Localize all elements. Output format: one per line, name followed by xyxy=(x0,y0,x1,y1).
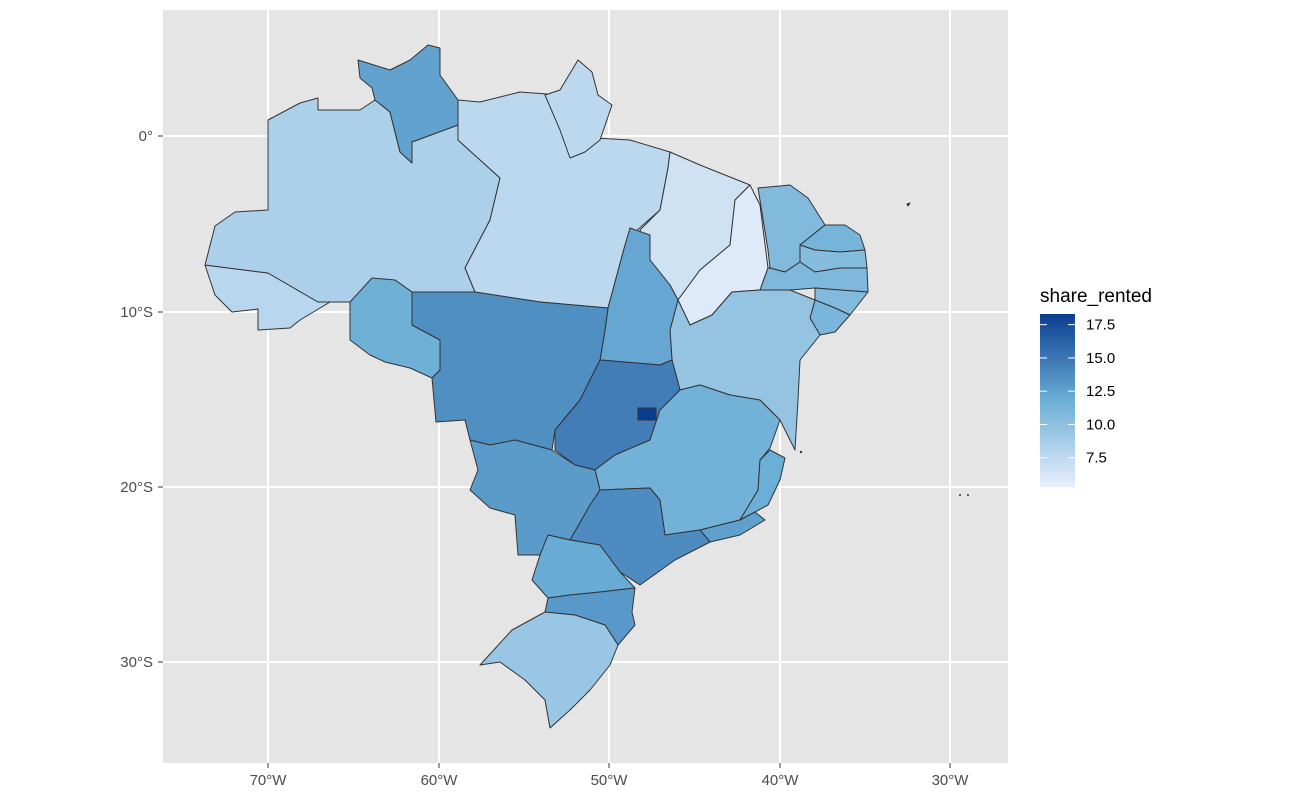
island-martim-vaz xyxy=(967,494,969,496)
y-tick-label: 30°S xyxy=(120,654,153,671)
x-tick-label: 70°W xyxy=(250,772,288,789)
x-tick-label: 60°W xyxy=(421,772,459,789)
y-axis-labels: 0° 10°S 20°S 30°S xyxy=(120,128,153,671)
legend-label: 15.0 xyxy=(1086,350,1115,367)
x-tick-label: 40°W xyxy=(762,772,800,789)
y-tick-label: 0° xyxy=(139,128,153,145)
island-trindade xyxy=(959,494,961,496)
x-tick-label: 30°W xyxy=(932,772,970,789)
legend-labels: 17.5 15.0 12.5 10.0 7.5 xyxy=(1086,317,1115,467)
x-tick-label: 50°W xyxy=(591,772,629,789)
legend-colorbar xyxy=(1040,314,1075,487)
legend-label: 7.5 xyxy=(1086,450,1107,467)
legend: share_rented 17.5 15.0 12.5 10.0 7.5 xyxy=(1040,286,1152,487)
legend-ticks xyxy=(1040,324,1075,459)
state-df xyxy=(637,407,657,421)
state-ap xyxy=(544,59,613,159)
x-axis-labels: 70°W 60°W 50°W 40°W 30°W xyxy=(250,772,970,789)
legend-label: 12.5 xyxy=(1086,383,1115,400)
legend-label: 17.5 xyxy=(1086,317,1115,334)
y-tick-label: 10°S xyxy=(120,304,153,321)
state-rs xyxy=(479,611,619,729)
states-layer xyxy=(204,44,969,729)
legend-title: share_rented xyxy=(1040,286,1152,307)
legend-label: 10.0 xyxy=(1086,416,1115,433)
state-rr xyxy=(357,44,459,164)
island-abrolhos xyxy=(799,450,803,454)
island-fernando-de-noronha xyxy=(906,202,911,207)
y-tick-label: 20°S xyxy=(120,479,153,496)
axis-ticks xyxy=(158,135,951,768)
